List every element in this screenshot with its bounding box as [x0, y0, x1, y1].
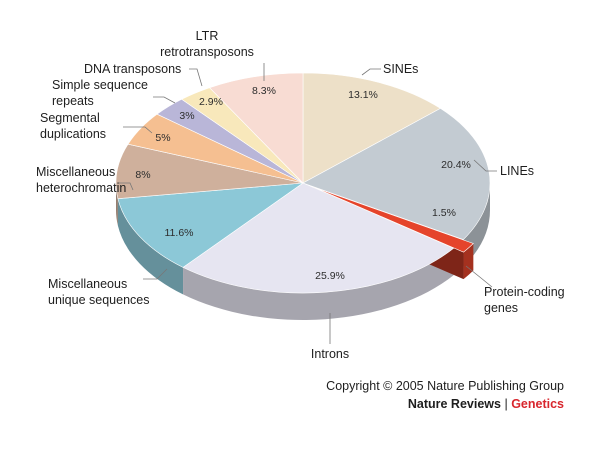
copyright-notice: Copyright © 2005 Nature Publishing Group: [326, 379, 564, 393]
journal-separator: |: [504, 397, 508, 411]
slice-value-label: 20.4%: [441, 159, 471, 171]
slice-value-label: 11.6%: [165, 227, 194, 239]
slice-value-label: 1.5%: [432, 207, 456, 219]
slice-value-label: 3%: [179, 110, 194, 122]
category-label: Simple sequence repeats: [52, 78, 148, 108]
pie-slice: [312, 186, 474, 253]
leader-line: [118, 182, 134, 191]
leader-line: [143, 268, 168, 280]
slice-side-3: [183, 248, 454, 320]
pie-slice: [115, 143, 304, 200]
pie-slice: [182, 182, 455, 294]
leader-line: [465, 265, 493, 288]
slice-value-label: 2.9%: [199, 96, 223, 108]
category-label: LINEs: [500, 164, 534, 178]
leader-line: [153, 96, 176, 104]
category-label: LTR retrotransposons: [160, 29, 254, 59]
leader-line: [361, 68, 381, 76]
category-label: Segmental duplications: [40, 111, 106, 141]
journal-section: Genetics: [511, 397, 564, 411]
category-label: Protein-coding genes: [484, 285, 565, 315]
copyright-text: Copyright © 2005 Nature Publishing Group: [326, 379, 564, 393]
leader-line: [123, 126, 153, 134]
category-label: Miscellaneous unique sequences: [48, 277, 149, 307]
slice-value-label: 5%: [155, 132, 170, 144]
slice-side-4: [117, 198, 184, 295]
pie-slice: [117, 182, 305, 268]
slice-value-label: 8%: [135, 169, 150, 181]
category-label: Introns: [311, 347, 349, 361]
slice-value-label: 8.3%: [252, 85, 276, 97]
leader-line: [473, 159, 497, 172]
pie-slice: [209, 72, 304, 184]
journal-name: Nature Reviews: [407, 397, 501, 411]
pie-slice: [302, 108, 491, 240]
pie-slice: [302, 72, 442, 184]
slice-value-label: 13.1%: [348, 89, 378, 101]
category-label: DNA transposons: [84, 62, 181, 76]
slice-side-5: [116, 183, 118, 226]
category-label: SINEs: [383, 62, 418, 76]
journal-credit: Nature Reviews | Genetics: [408, 397, 564, 411]
slice-value-label: 25.9%: [315, 270, 345, 282]
category-label: Miscellaneous heterochromatin: [36, 165, 126, 195]
leader-line: [189, 68, 203, 87]
